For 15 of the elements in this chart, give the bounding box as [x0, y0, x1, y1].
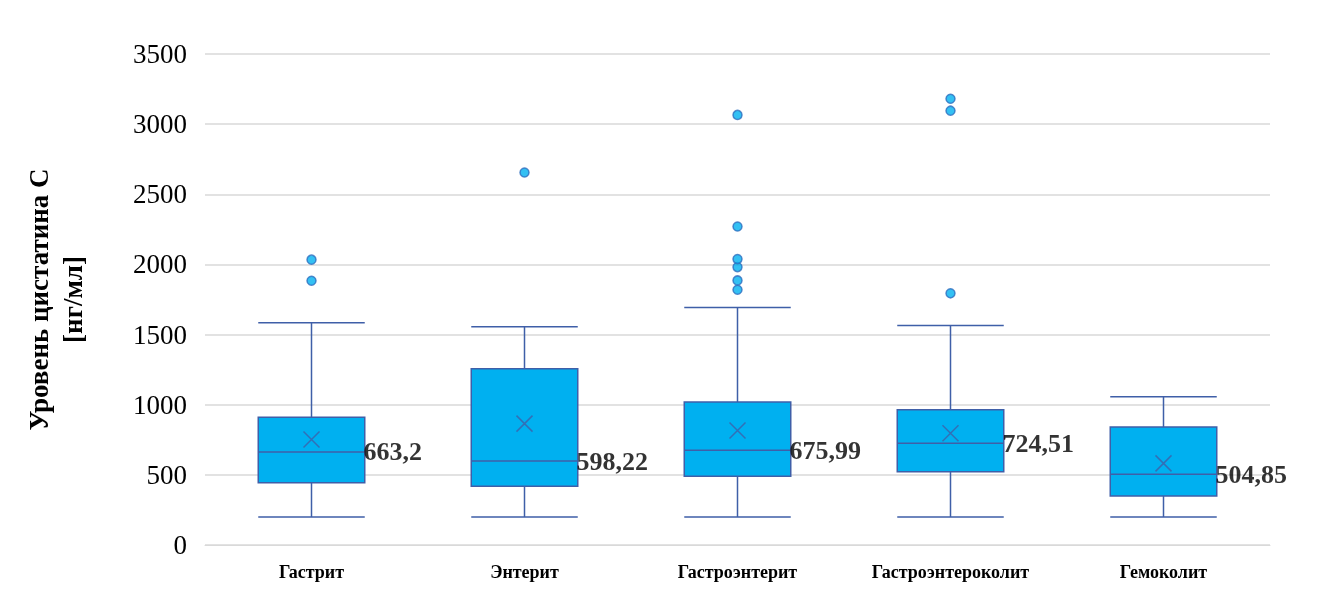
y-tick-label: 3500: [133, 39, 187, 69]
y-tick-label: 1500: [133, 319, 187, 350]
y-tick-label: 1000: [133, 389, 187, 420]
x-tick-label: Гастроэнтерит: [677, 562, 798, 582]
x-tick-label: Гастроэнтероколит: [871, 562, 1030, 582]
y-tick-label: 3000: [133, 109, 187, 140]
x-tick-label: Гастрит: [278, 562, 345, 582]
x-tick-label: Энтерит: [490, 562, 559, 582]
y-tick-label: 0: [173, 530, 187, 560]
y-tick-label: 500: [146, 459, 187, 490]
y-tick-label: 2000: [133, 249, 187, 280]
x-tick-label: Гемоколит: [1119, 562, 1208, 582]
y-tick-label: 2500: [133, 179, 187, 210]
text: 724,51: [1002, 428, 1074, 458]
y-axis-title: Уровень цистатина С [нг/мл]: [24, 168, 88, 431]
